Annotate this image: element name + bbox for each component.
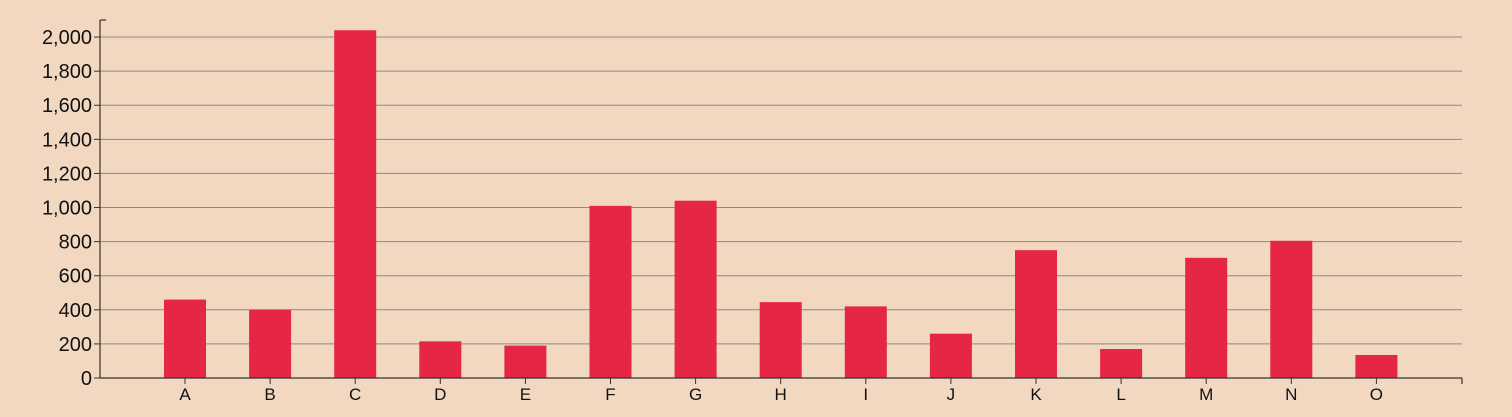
y-tick-label: 2,000 [42, 27, 92, 49]
bar-h [759, 302, 802, 378]
bars [164, 30, 1398, 378]
bar-k [1015, 250, 1057, 378]
y-tick-label: 0 [81, 368, 92, 390]
bar-f [589, 205, 632, 378]
y-tick-label: 200 [59, 334, 92, 356]
x-tick-label: A [179, 385, 191, 404]
bar-c [334, 30, 377, 378]
axes [94, 19, 1463, 384]
y-tick-label: 1,000 [42, 198, 92, 220]
bar-b [249, 309, 292, 378]
bar-d [419, 341, 462, 378]
y-tick-label: 1,600 [42, 95, 92, 117]
bar-i [844, 306, 887, 378]
x-tick-label: C [349, 385, 361, 404]
bar-j [929, 333, 972, 378]
bar-a [164, 299, 206, 378]
bar-m [1185, 257, 1228, 378]
x-tick-label: D [434, 385, 446, 404]
bar-e [504, 345, 547, 378]
y-tick-label: 400 [59, 300, 92, 322]
x-tick-label: M [1199, 385, 1213, 404]
y-tick-label: 1,800 [42, 61, 92, 83]
bar-o [1355, 354, 1398, 378]
x-tick-label: K [1030, 385, 1042, 404]
y-tick-label: 600 [59, 266, 92, 288]
y-tick-label: 1,200 [42, 163, 92, 185]
bar-n [1270, 240, 1313, 378]
x-tick-label: G [689, 385, 702, 404]
y-tick-labels: 0 200 400 600 800 1,000 1,200 1,400 1,600 1,800 2,… [42, 27, 92, 390]
y-tick-label: 800 [59, 232, 92, 254]
x-tick-label: F [605, 385, 615, 404]
x-tick-label: L [1116, 385, 1125, 404]
x-tick-label: E [520, 385, 531, 404]
x-tick-label: H [775, 385, 787, 404]
x-tick-label: N [1285, 385, 1297, 404]
x-tick-label: B [264, 385, 275, 404]
y-tick-label: 1,400 [42, 129, 92, 151]
x-tick-label: O [1370, 385, 1383, 404]
bar-l [1100, 349, 1143, 378]
grid-lines [100, 36, 1462, 345]
x-tick-label: J [947, 385, 956, 404]
x-tick-label: I [863, 385, 868, 404]
bar-g [674, 200, 717, 378]
x-tick-labels: A B C D E F G H I J K L M N O [179, 385, 1383, 404]
